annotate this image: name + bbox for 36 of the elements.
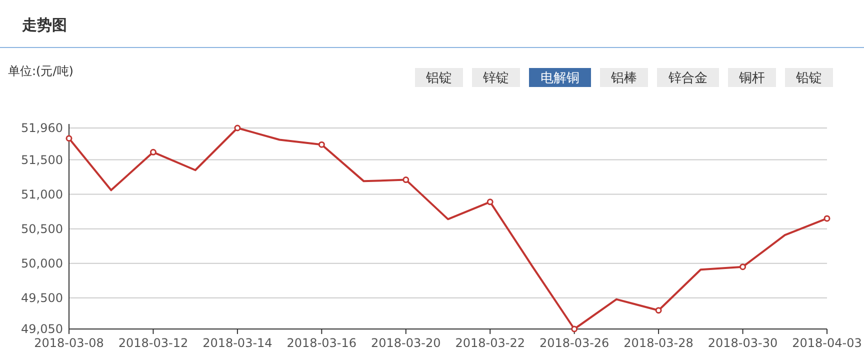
- x-tick-label: 2018-03-16: [286, 336, 357, 350]
- point: [655, 307, 662, 314]
- point: [150, 148, 156, 156]
- point: [234, 124, 241, 132]
- text: 铝棒: [610, 71, 637, 86]
- x-tick-label: 2018-03-12: [118, 336, 188, 350]
- point: [571, 326, 578, 332]
- point: [740, 264, 746, 270]
- text: 单位:(元/吨): [8, 64, 74, 78]
- y-tick-label: 51,500: [21, 152, 63, 167]
- text: 铅锭: [795, 71, 822, 86]
- text: 铝锭: [425, 71, 452, 86]
- x-tick-label: 2018-04-03: [792, 336, 862, 350]
- text: 电解铜: [540, 71, 580, 86]
- y-tick-label: 50,000: [21, 256, 63, 270]
- text: 铜杆: [738, 71, 765, 86]
- x-tick-label: 2018-03-22: [455, 336, 525, 350]
- x-tick-label: 2018-03-28: [624, 336, 694, 350]
- chart-title: 走势图: [21, 16, 67, 34]
- x-tick-label: 2018-03-30: [708, 336, 778, 350]
- point: [824, 215, 830, 222]
- point: [486, 198, 494, 206]
- x-tick-label: 2018-03-26: [539, 336, 610, 350]
- y-tick-label: 51,960: [21, 121, 63, 135]
- x-tick-label: 2018-03-08: [34, 336, 104, 350]
- y-tick-label: 49,500: [21, 290, 63, 305]
- x-tick-label: 2018-03-14: [202, 336, 272, 350]
- text: 锌锭: [482, 71, 509, 86]
- point: [318, 141, 325, 148]
- y-tick-label: 50,500: [21, 222, 63, 236]
- point: [66, 135, 72, 142]
- text: 锌合金: [668, 71, 708, 86]
- x-tick-label: 2018-03-20: [371, 336, 441, 350]
- point: [402, 176, 410, 184]
- y-tick-label: 49,050: [21, 322, 63, 336]
- y-tick-label: 51,000: [21, 187, 63, 202]
